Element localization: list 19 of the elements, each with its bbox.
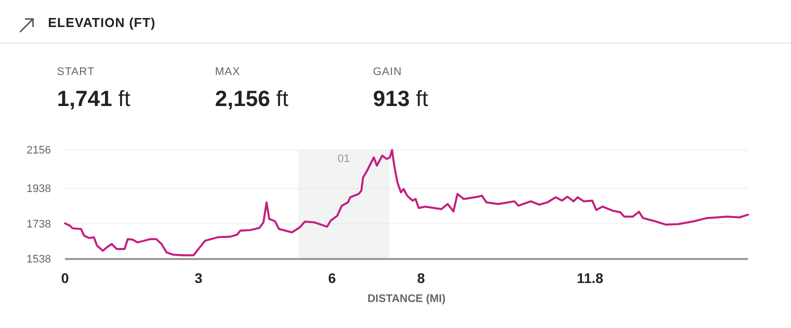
y-tick-label: 1738: [26, 218, 51, 230]
text: START: [57, 66, 95, 78]
line-series: [64, 149, 749, 256]
x-tick-label: 6: [328, 270, 336, 286]
x-tick-label: 3: [194, 270, 203, 286]
x-tick-label: 0: [61, 270, 70, 286]
y-tick-label: 2156: [26, 144, 51, 157]
x-tick-label: 8: [417, 270, 426, 286]
text: MAX: [215, 66, 240, 78]
text: 1,741 ft: [57, 86, 130, 111]
text: 913 ft: [373, 86, 428, 111]
text: 2,156 ft: [215, 86, 288, 111]
chart-title: ELEVATION (FT): [48, 15, 156, 30]
text: GAIN: [373, 66, 402, 78]
y-tick-label: 1538: [26, 254, 51, 266]
x-axis-title: DISTANCE (MI): [367, 293, 446, 305]
x-tick-label: 11.8: [576, 270, 604, 286]
band-label: 01: [338, 153, 350, 165]
y-tick-label: 1938: [26, 182, 51, 195]
